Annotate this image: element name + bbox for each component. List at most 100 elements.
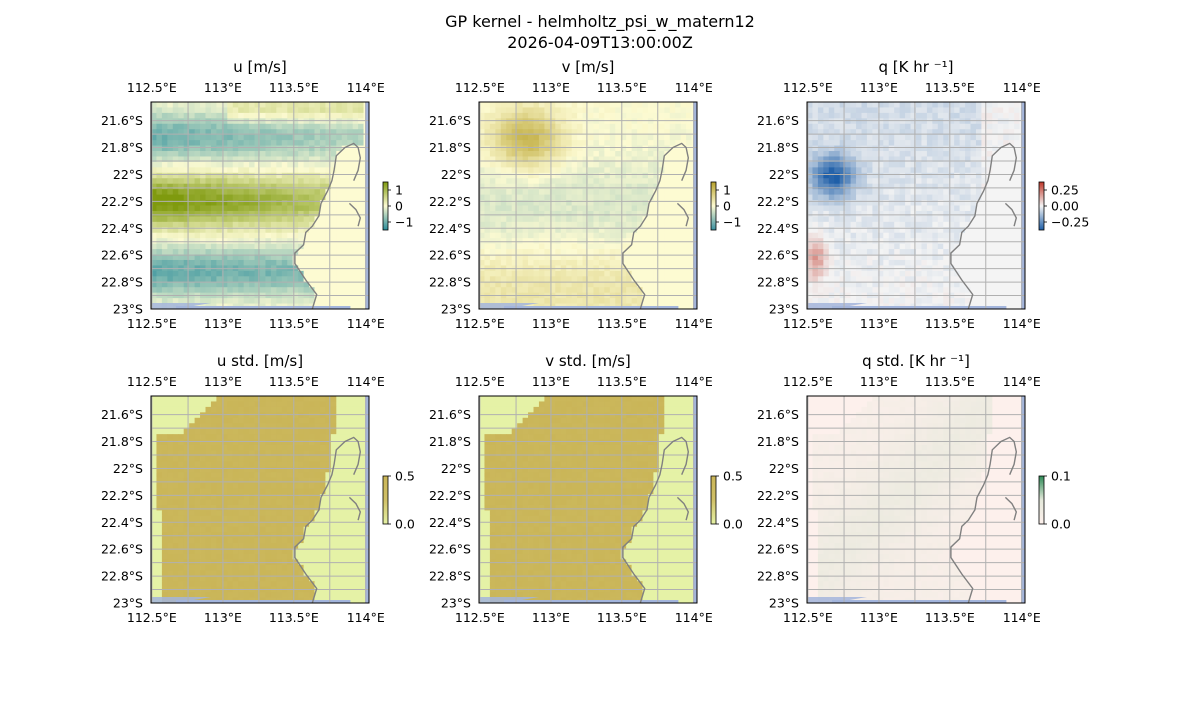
heatmap-cell [304,135,310,141]
heatmap-cell [632,118,638,124]
heatmap-cell [971,107,977,113]
heatmap-cell [681,233,687,239]
heatmap-cell [632,173,638,179]
heatmap-cell [981,216,987,222]
heatmap-cell [670,113,676,119]
heatmap-cell [265,189,271,195]
heatmap-cell [233,189,239,195]
heatmap-cell [615,287,621,293]
heatmap-cell [287,118,293,124]
heatmap-cell [686,107,692,113]
heatmap-cell [195,178,201,184]
heatmap-cell [976,249,982,255]
heatmap-cell [927,282,933,288]
heatmap-cell [921,260,927,266]
heatmap-cell [287,135,293,141]
heatmap-cell [544,184,550,190]
heatmap-cell [965,140,971,146]
heatmap-cell [544,298,550,304]
heatmap-cell [216,238,222,244]
heatmap-cell [981,113,987,119]
heatmap-cell [604,124,610,130]
heatmap-cell [304,140,310,146]
heatmap-cell [610,107,616,113]
heatmap-cell [331,118,337,124]
heatmap-cell [593,102,599,108]
heatmap-cells [807,102,1025,309]
heatmap-cell [244,216,250,222]
heatmap-cell [495,249,501,255]
heatmap-cell [534,162,540,168]
heatmap-cell [534,271,540,277]
heatmap-cell [276,206,282,212]
heatmap-cell [845,211,851,217]
heatmap-cell [255,124,261,130]
heatmap-cell [244,271,250,277]
heatmap-cell [889,146,895,152]
heatmap-cell [829,151,835,157]
heatmap-cell [911,118,917,124]
heatmap-cell [331,216,337,222]
heatmap-cell [544,140,550,146]
heatmap-cell [309,233,315,239]
heatmap-cell [916,244,922,250]
heatmap-cell [577,195,583,201]
heatmap-cell [244,124,250,130]
heatmap-cell [200,271,206,277]
heatmap-cell [812,189,818,195]
heatmap-cell [227,102,233,108]
heatmap-cell [523,206,529,212]
heatmap-cell [325,167,331,173]
heatmap-cell [599,167,605,173]
heatmap-cell [528,189,534,195]
heatmap-cell [889,244,895,250]
heatmap-cell [648,211,654,217]
heatmap-cell [561,222,567,228]
heatmap-cell [276,412,282,418]
heatmap-cell [670,173,676,179]
heatmap-cell [900,102,906,108]
heatmap-cell [992,140,998,146]
heatmap-cell [211,401,217,407]
heatmap-cell [506,206,512,212]
heatmap-cell [178,178,184,184]
heatmap-cell [615,271,621,277]
heatmap-cell [298,418,304,424]
heatmap-cell [178,135,184,141]
heatmap-cell [216,412,222,418]
heatmap-cell [610,151,616,157]
heatmap-cell [325,287,331,293]
heatmap-cell [484,195,490,201]
heatmap-cell [282,173,288,179]
heatmap-cell [681,287,687,293]
heatmap-cell [604,233,610,239]
heatmap-cell [626,118,632,124]
heatmap-cell [943,276,949,282]
heatmap-cell [823,287,829,293]
heatmap-cell [539,113,545,119]
heatmap-cell [195,412,201,418]
heatmap-cell [954,287,960,293]
heatmap-cell [167,401,173,407]
heatmap-cell [539,140,545,146]
heatmap-cell [347,260,353,266]
heatmap-cell [495,282,501,288]
heatmap-cell [342,184,348,190]
heatmap-cell [216,282,222,288]
heatmap-cell [271,244,277,250]
heatmap-cell [484,162,490,168]
heatmap-cell [244,249,250,255]
heatmap-cell [818,211,824,217]
heatmap-cell [271,418,277,424]
heatmap-cell [862,206,868,212]
y-tick-label: 22.6°S [101,248,143,263]
heatmap-cell [856,178,862,184]
heatmap-cell [905,260,911,266]
heatmap-cell [981,222,987,228]
heatmap-cell [1009,287,1015,293]
heatmap-cell [271,249,277,255]
heatmap-cell [555,271,561,277]
heatmap-cell [353,271,359,277]
heatmap-cell [315,396,321,402]
heatmap-cell [1009,244,1015,250]
